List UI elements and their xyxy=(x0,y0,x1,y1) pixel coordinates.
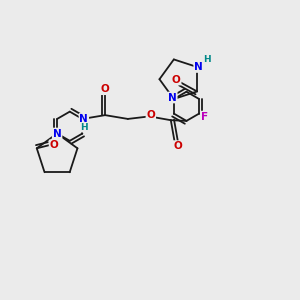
Text: H: H xyxy=(203,55,210,64)
Text: O: O xyxy=(173,141,182,151)
Text: F: F xyxy=(202,112,208,122)
Text: O: O xyxy=(101,84,110,94)
Text: H: H xyxy=(80,123,88,132)
Text: O: O xyxy=(146,110,155,120)
Text: N: N xyxy=(80,114,88,124)
Text: O: O xyxy=(172,75,181,85)
Text: N: N xyxy=(53,128,62,139)
Text: N: N xyxy=(194,62,203,72)
Text: O: O xyxy=(50,140,58,150)
Text: N: N xyxy=(168,92,177,103)
